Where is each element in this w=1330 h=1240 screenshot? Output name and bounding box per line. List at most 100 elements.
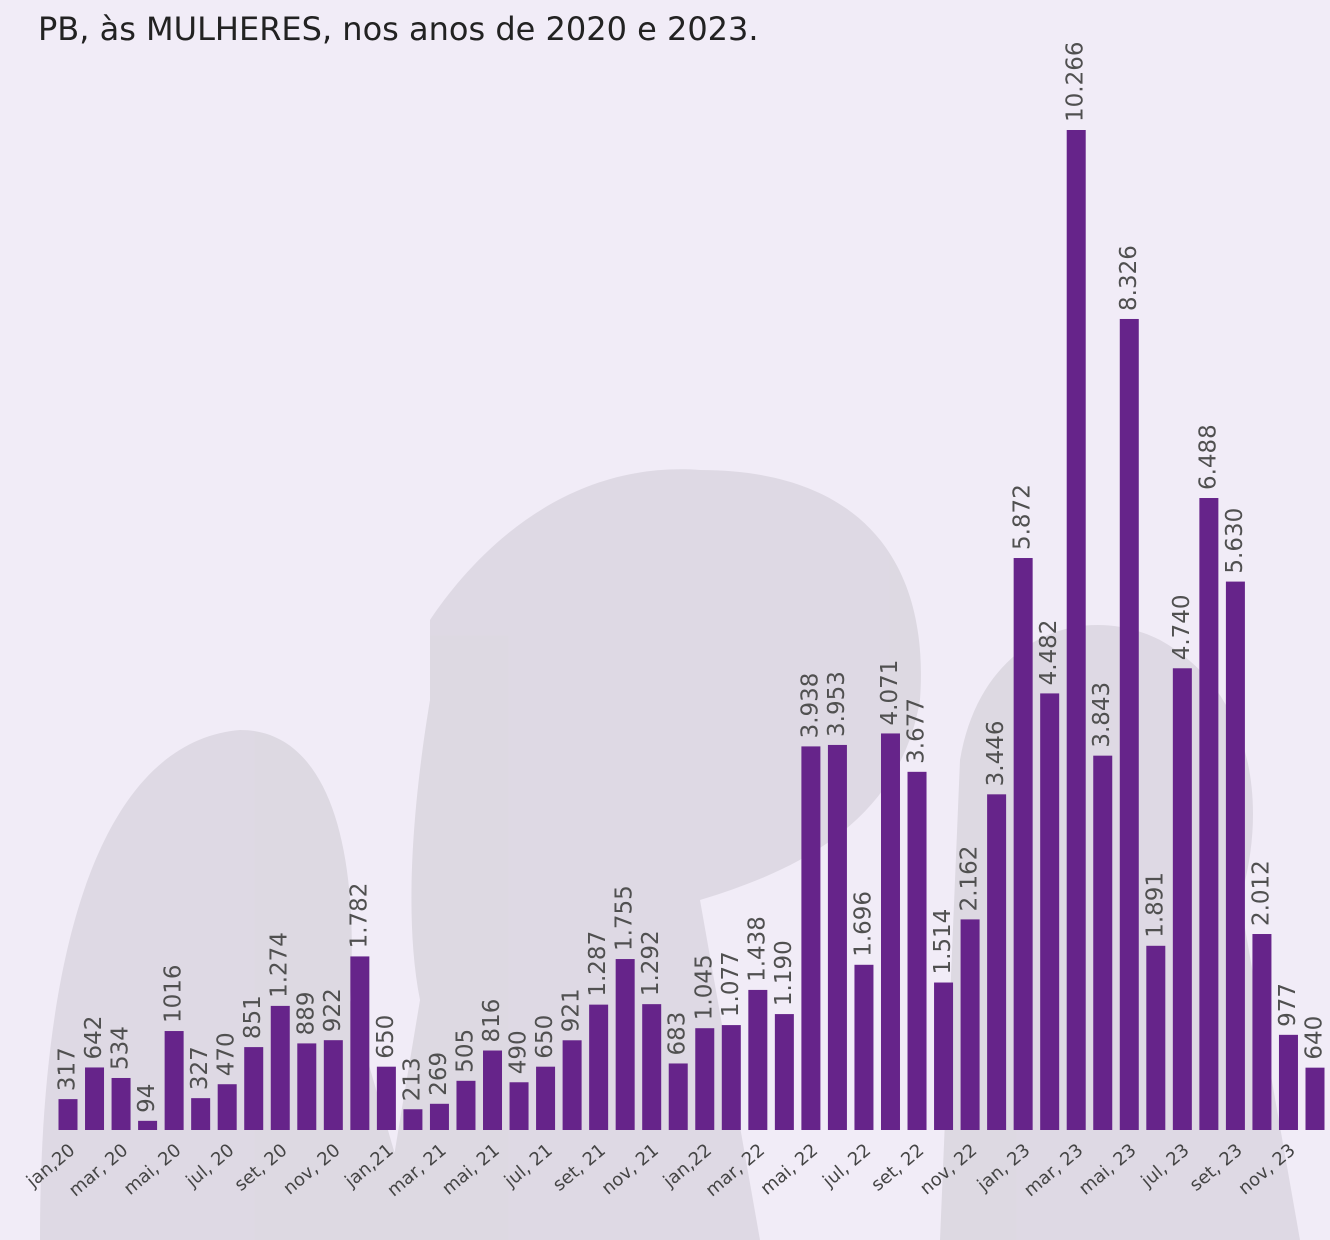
bar [960,919,980,1130]
value-label: 1.274 [267,932,293,998]
bar [350,956,370,1130]
value-label: 650 [532,1015,558,1059]
bar [164,1031,184,1130]
bar [695,1028,715,1130]
value-label: 683 [665,1012,691,1056]
value-label: 1.514 [930,909,956,975]
value-label: 327 [187,1046,213,1090]
value-label: 1.292 [638,930,664,996]
value-label: 3.677 [904,698,930,764]
bar [1013,558,1033,1130]
bar [907,771,927,1130]
value-label: 1.891 [1142,872,1168,938]
bar [536,1066,556,1130]
value-label: 3.938 [797,673,823,739]
bar [244,1047,264,1130]
bar [111,1077,131,1130]
value-label: 5.630 [1222,508,1248,574]
value-label: 650 [373,1015,399,1059]
bar [642,1004,662,1130]
value-label: 317 [55,1047,81,1091]
value-label: 1.755 [612,885,638,951]
bar [58,1099,78,1130]
value-label: 2.162 [957,846,983,912]
value-label: 3.843 [1089,682,1115,748]
bar [934,982,954,1130]
bar [138,1120,158,1130]
value-label: 889 [293,991,319,1035]
bar [1305,1067,1325,1130]
bar [1146,945,1166,1130]
bar [987,794,1007,1130]
bar [1172,668,1192,1130]
bar [191,1098,211,1130]
value-label: 1.287 [585,931,611,997]
value-label: 1.696 [850,891,876,957]
value-label: 640 [1302,1016,1328,1060]
value-label: 8.326 [1116,245,1142,311]
bar [456,1080,476,1130]
value-label: 2.012 [1248,860,1274,926]
value-label: 5.872 [1010,484,1036,550]
value-label: 1.045 [691,954,717,1020]
bar [509,1082,529,1130]
value-label: 642 [81,1016,107,1060]
value-label: 816 [479,999,505,1043]
value-label: 3.446 [983,720,1009,786]
bar [376,1066,396,1130]
value-label: 977 [1275,983,1301,1027]
value-label: 1.782 [346,883,372,949]
value-label: 490 [506,1030,532,1074]
value-label: 6.488 [1195,424,1221,490]
bar [1252,934,1272,1130]
bar [801,746,821,1130]
bar [721,1025,741,1130]
bar [774,1014,794,1130]
bar [1119,318,1139,1131]
value-label: 851 [240,995,266,1039]
bar [1278,1034,1298,1130]
bar [562,1040,582,1130]
bar [589,1004,609,1130]
bar [668,1063,688,1130]
value-label: 3.953 [824,671,850,737]
bar [880,733,900,1130]
bar [297,1043,317,1130]
value-label: 4.482 [1036,620,1062,686]
bar [429,1103,449,1130]
value-label: 922 [320,988,346,1032]
value-label: 269 [426,1052,452,1096]
bar [217,1084,237,1130]
bar [615,959,635,1130]
value-label: 4.740 [1169,594,1195,660]
bar [403,1109,423,1130]
bar [748,989,768,1130]
value-label: 1.077 [718,951,744,1017]
value-label: 94 [134,1084,160,1113]
value-label: 1016 [161,964,187,1023]
bar [85,1067,105,1130]
value-label: 4.071 [877,660,903,726]
value-label: 1.438 [744,916,770,982]
value-label: 921 [559,988,585,1032]
value-label: 1.190 [771,940,797,1006]
bar [483,1050,503,1130]
value-label: 10.266 [1063,42,1089,122]
value-label: 470 [214,1032,240,1076]
x-tick-label: mai, 22 [757,1140,823,1200]
bar [1066,130,1086,1130]
bar [1199,498,1219,1131]
chart-title: PB, às MULHERES, nos anos de 2020 e 2023… [38,10,759,48]
value-label: 505 [452,1029,478,1073]
value-label: 213 [399,1057,425,1101]
x-tick-label: jul, 22 [818,1140,875,1193]
bar [1225,581,1245,1130]
bar [270,1005,290,1130]
bar [854,964,874,1130]
bar [1093,755,1113,1130]
bar [827,744,847,1130]
value-label: 534 [108,1026,134,1070]
bar [1040,693,1060,1130]
bar [323,1040,343,1130]
